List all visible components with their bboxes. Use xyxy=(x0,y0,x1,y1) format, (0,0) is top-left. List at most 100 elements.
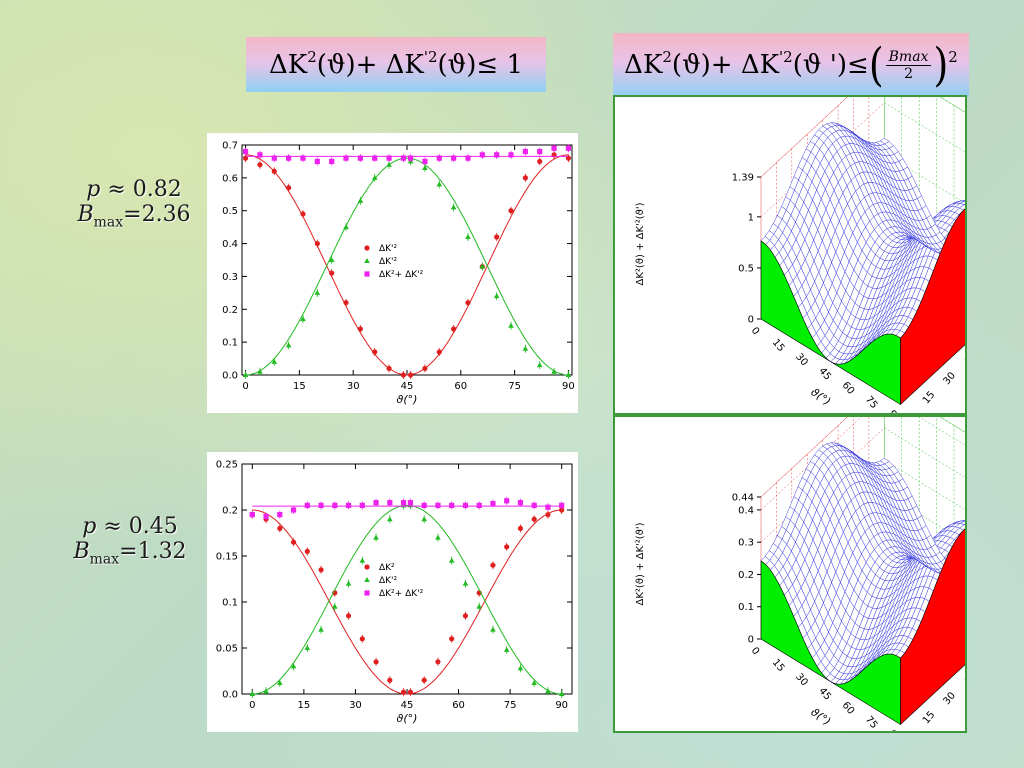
data-point xyxy=(522,148,528,155)
formula-right-arg2: (ϑ ') xyxy=(792,50,848,80)
data-point xyxy=(436,349,442,355)
data-point xyxy=(328,257,335,262)
label-bottom-b-val: =1.32 xyxy=(119,539,187,564)
label-top-p-val: ≈ 0.82 xyxy=(100,177,182,202)
x-tick-label: 45 xyxy=(816,686,833,703)
data-point xyxy=(449,636,455,642)
formula-right-exp1: 2 xyxy=(662,48,672,66)
label-bottom-p: p ≈ 0.45 xyxy=(60,514,200,539)
data-point xyxy=(545,688,551,694)
y-tick-label: 0.05 xyxy=(216,644,238,655)
data-point xyxy=(551,368,557,374)
formula-left-arg1: (ϑ) xyxy=(316,49,356,80)
data-point xyxy=(285,342,292,348)
data-point xyxy=(277,679,283,685)
data-point xyxy=(332,502,338,508)
data-point xyxy=(318,502,324,508)
data-point xyxy=(504,544,510,550)
data-point xyxy=(465,300,471,306)
data-point xyxy=(314,289,321,295)
y-tick-label: 30 xyxy=(941,370,958,387)
legend-label: ΔK'² xyxy=(379,576,398,586)
data-point xyxy=(400,372,407,378)
z-tick-label: 0 xyxy=(748,315,754,326)
legend-label: ΔK²+ ΔK'² xyxy=(379,270,424,280)
y-tick-label: 0.0 xyxy=(222,371,238,382)
surface-cell xyxy=(879,138,890,145)
formula-left-plus: + ΔK xyxy=(355,49,424,80)
data-point xyxy=(479,263,486,269)
x-tick-label: 90 xyxy=(562,381,575,392)
legend-label: ΔK²+ ΔK'² xyxy=(379,589,424,599)
x-tick-label: 90 xyxy=(886,408,903,413)
data-point xyxy=(371,174,378,180)
y-tick-label: 0.2 xyxy=(222,305,238,316)
data-point xyxy=(462,613,469,619)
formula-right-exp3: 2 xyxy=(948,48,958,66)
data-point xyxy=(257,162,263,168)
data-point xyxy=(345,502,352,508)
z-axis-label: ΔK²(ϑ) + ΔK'²(ϑ') xyxy=(635,522,646,605)
data-point xyxy=(343,224,349,230)
data-point xyxy=(508,208,514,214)
x-tick-label: 90 xyxy=(555,700,568,711)
formula-right-frac-num: Bmax xyxy=(885,49,932,66)
data-point xyxy=(387,677,393,683)
data-point xyxy=(545,512,551,518)
y-tick-label: 0.3 xyxy=(222,272,238,283)
z-tick-label: 1.39 xyxy=(732,173,754,184)
legend-marker xyxy=(364,258,370,263)
data-point xyxy=(357,155,363,161)
data-point xyxy=(531,502,537,508)
z-tick-label: 1 xyxy=(748,212,754,223)
data-point xyxy=(490,626,496,632)
data-point xyxy=(407,155,414,161)
label-top-p: p ≈ 0.82 xyxy=(64,177,204,202)
y-tick-label: 0.5 xyxy=(222,206,238,217)
chart-top-2d: 0.0 0.1 0.2 0.3 0.4 0.5 0.6 0.7 0 15 30 45 60 75 90 ϑ(°… xyxy=(222,141,575,407)
data-point xyxy=(277,512,283,518)
legend-marker xyxy=(364,577,370,582)
x-axis-label: ϑ(°) xyxy=(808,706,833,729)
data-point xyxy=(407,689,414,695)
data-point xyxy=(565,372,572,377)
surface-cell xyxy=(879,458,890,465)
data-point xyxy=(345,613,352,619)
data-point xyxy=(304,645,311,650)
chart-bottom-2d: 0.0 0.05 0.1 0.15 0.2 0.25 0 15 30 45 60 75 90 ϑ(°) ΔK… xyxy=(216,460,573,725)
data-point xyxy=(494,152,500,158)
x-tick-label: 75 xyxy=(863,394,880,411)
data-point xyxy=(422,365,428,372)
x-tick-label: 0 xyxy=(249,700,255,711)
x-axis-label: ϑ(°) xyxy=(397,712,418,725)
data-point xyxy=(318,567,324,573)
label-bottom-p-val: ≈ 0.45 xyxy=(96,514,178,539)
y-tick-label: 0 xyxy=(902,411,915,413)
data-point xyxy=(522,345,529,351)
y-tick-label: 45 xyxy=(962,671,965,688)
data-point xyxy=(565,145,572,151)
data-point xyxy=(435,659,441,665)
x-tick-label: 75 xyxy=(863,714,880,731)
z-tick-label: 0.1 xyxy=(738,602,754,613)
x-tick-label: 30 xyxy=(349,700,362,711)
data-point xyxy=(373,534,379,540)
formula-left: ΔK 2 (ϑ) + ΔK '2 (ϑ) ≤ 1 xyxy=(246,37,546,92)
data-point xyxy=(451,326,457,332)
formula-right-rparen: ) xyxy=(933,38,949,92)
data-point xyxy=(545,504,551,510)
data-point xyxy=(300,316,306,322)
data-point xyxy=(493,293,500,299)
data-point xyxy=(329,158,335,165)
x-axis-label: ϑ(°) xyxy=(808,386,833,409)
data-point xyxy=(304,502,310,508)
x-tick-label: 15 xyxy=(293,381,306,392)
data-point xyxy=(421,516,427,522)
z-tick-label: 0.2 xyxy=(738,570,754,581)
formula-right-rel: ≤ xyxy=(847,50,869,80)
formula-left-exp1: 2 xyxy=(307,47,317,66)
chart-bottom-panel: 0.0 0.05 0.1 0.15 0.2 0.25 0 15 30 45 60 75 90 ϑ(°) ΔK… xyxy=(207,452,578,732)
